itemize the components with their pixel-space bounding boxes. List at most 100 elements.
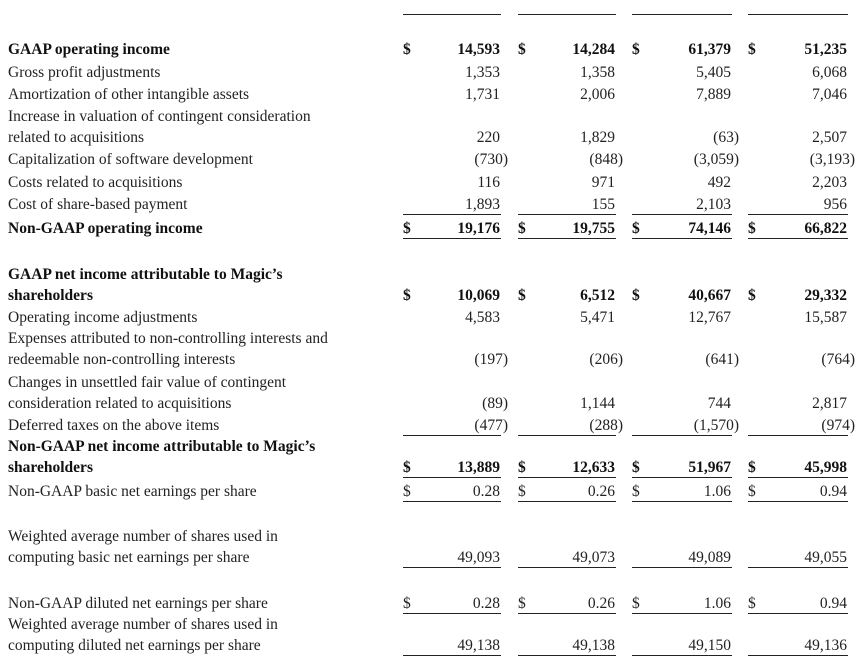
value-cell: $29,332 xyxy=(748,285,848,306)
currency-symbol: $ xyxy=(632,219,640,237)
value: 29,332 xyxy=(804,286,847,304)
value: 1,144 xyxy=(580,394,615,412)
currency-symbol: $ xyxy=(403,594,411,612)
currency-symbol: $ xyxy=(518,482,526,500)
negative-value: (3,059) xyxy=(693,150,739,168)
value-cell: 220 xyxy=(403,127,501,148)
row-label-line: Costs related to acquisitions xyxy=(8,173,183,191)
value-cell: 744 xyxy=(632,393,732,414)
currency-symbol: $ xyxy=(518,40,526,58)
value: 51,235 xyxy=(804,40,847,58)
value-cell: 49,093 xyxy=(403,547,501,568)
row-label-line: Gross profit adjustments xyxy=(8,63,161,81)
value-cell: 7,046 xyxy=(748,84,848,105)
currency-symbol: $ xyxy=(632,594,640,612)
negative-value: (764) xyxy=(821,350,855,368)
value: 0.28 xyxy=(472,482,500,500)
row-label-line: Capitalization of software development xyxy=(8,150,253,168)
value-cell: 956 xyxy=(748,194,848,215)
row-label: Operating income adjustments xyxy=(8,307,388,328)
value-cell: 49,055 xyxy=(748,547,848,568)
value-cell: $0.26 xyxy=(518,593,616,614)
value-cell: $0.28 xyxy=(403,481,501,502)
value-cell: $61,379 xyxy=(632,39,732,60)
value-cell: (730) xyxy=(403,149,508,170)
value-cell: 49,138 xyxy=(518,635,616,656)
value-cell: $14,284 xyxy=(518,39,616,60)
value: 4,583 xyxy=(465,308,500,326)
value-cell: $0.94 xyxy=(748,481,848,502)
value: 49,055 xyxy=(804,548,847,566)
value-cell: (3,193) xyxy=(748,149,855,170)
row-label: Amortization of other intangible assets xyxy=(8,84,388,105)
value: 45,998 xyxy=(804,458,847,476)
value-cell: 49,138 xyxy=(403,635,501,656)
value: 1,731 xyxy=(465,85,500,103)
value: 6,512 xyxy=(580,286,615,304)
value-cell: 2,507 xyxy=(748,127,848,148)
currency-symbol: $ xyxy=(518,594,526,612)
row-label: Increase in valuation of contingent cons… xyxy=(8,106,388,148)
value: 1.06 xyxy=(703,482,731,500)
currency-symbol: $ xyxy=(748,594,756,612)
value-cell: $66,822 xyxy=(748,218,848,239)
row-label-line: shareholders xyxy=(8,286,93,304)
value-cell: $51,967 xyxy=(632,457,732,478)
value-cell: 1,353 xyxy=(403,62,501,83)
value: 12,633 xyxy=(572,458,615,476)
negative-value: (730) xyxy=(474,150,508,168)
value-cell: 155 xyxy=(518,194,616,215)
negative-value: (848) xyxy=(589,150,623,168)
value-cell: $14,593 xyxy=(403,39,501,60)
currency-symbol: $ xyxy=(632,458,640,476)
row-label-line: Non-GAAP diluted net earnings per share xyxy=(8,594,268,612)
value: 15,587 xyxy=(804,308,847,326)
row-label: Changes in unsettled fair value of conti… xyxy=(8,372,388,414)
row-label: GAAP operating income xyxy=(8,39,388,60)
currency-symbol: $ xyxy=(518,286,526,304)
value-cell: $0.94 xyxy=(748,593,848,614)
currency-symbol: $ xyxy=(518,458,526,476)
value: 0.94 xyxy=(819,482,847,500)
value: 1,893 xyxy=(465,195,500,213)
value-cell: 5,405 xyxy=(632,62,732,83)
currency-symbol: $ xyxy=(632,286,640,304)
currency-symbol: $ xyxy=(518,219,526,237)
value-cell: 1,731 xyxy=(403,84,501,105)
value: 49,136 xyxy=(804,636,847,654)
value: 2,817 xyxy=(812,394,847,412)
value: 12,767 xyxy=(688,308,731,326)
value-cell: $40,667 xyxy=(632,285,732,306)
value: 10,069 xyxy=(457,286,500,304)
row-label-line: GAAP net income attributable to Magic’s xyxy=(8,265,283,283)
value-cell: 2,103 xyxy=(632,194,732,215)
value-cell: 4,583 xyxy=(403,307,501,328)
value: 49,093 xyxy=(457,548,500,566)
row-label: Non-GAAP diluted net earnings per share xyxy=(8,593,388,614)
value-cell: 6,068 xyxy=(748,62,848,83)
column-header-rule xyxy=(518,14,616,15)
value: 2,006 xyxy=(580,85,615,103)
currency-symbol: $ xyxy=(748,219,756,237)
negative-value: (974) xyxy=(821,416,855,434)
value-cell: 5,471 xyxy=(518,307,616,328)
value: 14,593 xyxy=(457,40,500,58)
row-label: Deferred taxes on the above items xyxy=(8,415,388,436)
currency-symbol: $ xyxy=(632,482,640,500)
negative-value: (1,570) xyxy=(693,416,739,434)
value-cell: $51,235 xyxy=(748,39,848,60)
value: 19,176 xyxy=(457,219,500,237)
value-cell: (477) xyxy=(403,415,508,436)
row-label: Non-GAAP operating income xyxy=(8,218,388,239)
negative-value: (3,193) xyxy=(809,150,855,168)
negative-value: (206) xyxy=(589,350,623,368)
column-header-rule xyxy=(748,14,848,15)
value: 116 xyxy=(477,173,500,191)
value: 61,379 xyxy=(688,40,731,58)
value: 74,146 xyxy=(688,219,731,237)
row-label: Weighted average number of shares used i… xyxy=(8,614,388,656)
value-cell: (848) xyxy=(518,149,623,170)
negative-value: (197) xyxy=(474,350,508,368)
column-header-rule xyxy=(403,14,501,15)
currency-symbol: $ xyxy=(748,458,756,476)
